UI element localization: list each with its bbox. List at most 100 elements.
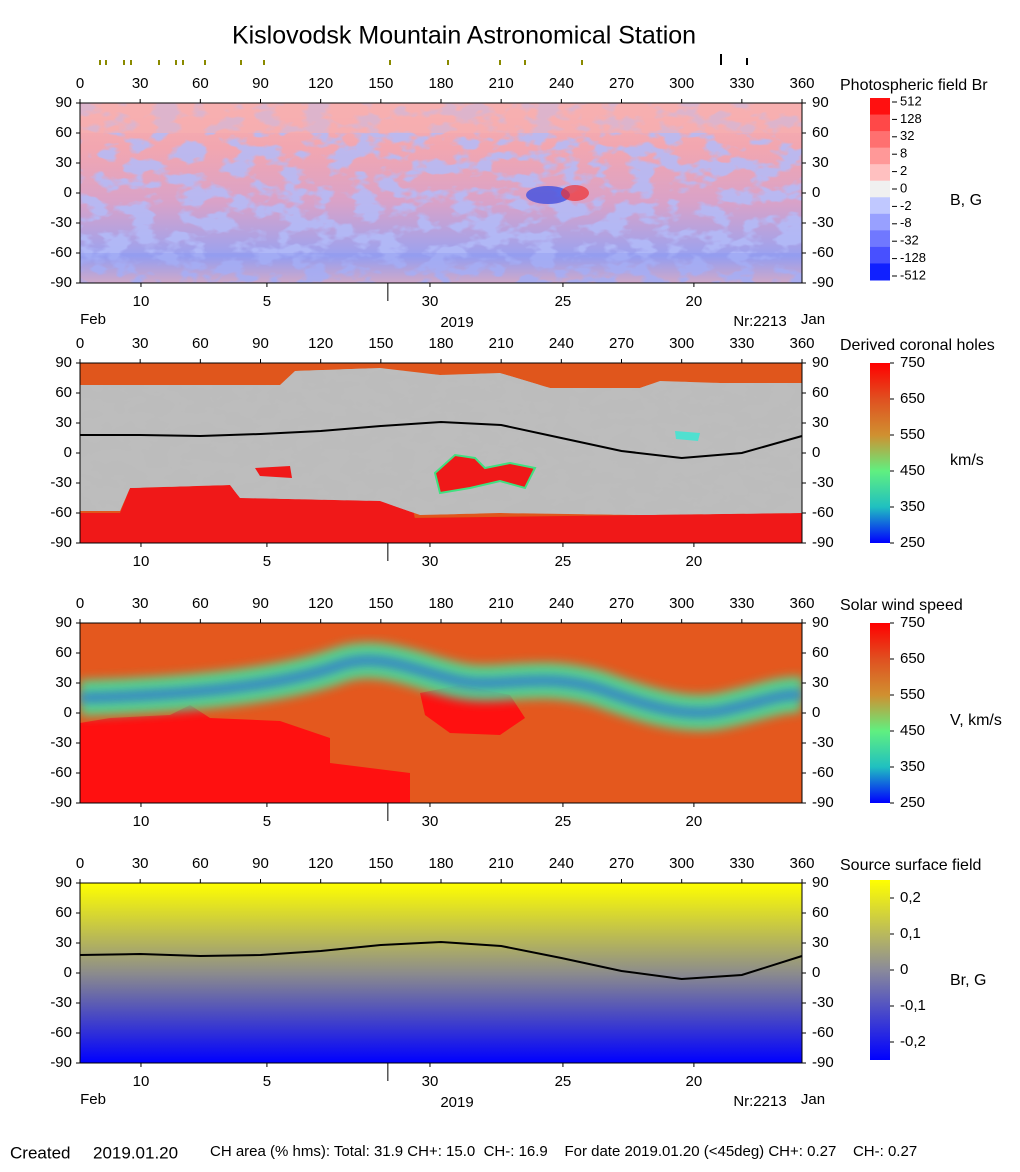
y-tick-label: 0 xyxy=(64,184,72,201)
colorbar xyxy=(870,623,890,803)
y2-tick-label: 0 xyxy=(812,704,820,721)
x-tick-label: 150 xyxy=(368,335,393,352)
colorbar-tick-label: 650 xyxy=(900,650,925,667)
x-tick-label: 240 xyxy=(549,855,574,872)
y2-tick-label: -60 xyxy=(812,764,834,781)
created-label: Created xyxy=(10,1143,70,1162)
colorbar-tick-label: 550 xyxy=(900,426,925,443)
y-tick-label: -60 xyxy=(50,764,72,781)
x-tick-label: 330 xyxy=(729,595,754,612)
y-tick-label: -60 xyxy=(50,244,72,261)
x-tick-label: 0 xyxy=(76,855,84,872)
colorbar-tick-label: -0,1 xyxy=(900,997,926,1014)
x-tick-label: 30 xyxy=(132,595,149,612)
created-date: 2019.01.20 xyxy=(93,1143,178,1162)
y2-tick-label: -60 xyxy=(812,1024,834,1041)
colorbar-band xyxy=(870,131,890,149)
x-tick-label: 240 xyxy=(549,595,574,612)
x-tick-label: 210 xyxy=(489,75,514,92)
x-tick-label: 90 xyxy=(252,75,269,92)
observation-markers xyxy=(99,54,748,65)
x-tick-label: 270 xyxy=(609,595,634,612)
date-tick-label: 25 xyxy=(555,553,572,570)
rotation-label: Nr:2213 xyxy=(733,313,786,330)
x-tick-label: 180 xyxy=(428,75,453,92)
colorbar-band xyxy=(870,197,890,215)
y2-tick-label: 0 xyxy=(812,444,820,461)
colorbar-tick-label: 250 xyxy=(900,794,925,811)
y2-tick-label: 60 xyxy=(812,384,829,401)
y2-tick-label: 90 xyxy=(812,614,829,631)
x-tick-label: 270 xyxy=(609,75,634,92)
x-tick-label: 120 xyxy=(308,855,333,872)
y-tick-label: 30 xyxy=(55,934,72,951)
x-tick-label: 300 xyxy=(669,335,694,352)
month-label: Jan xyxy=(801,1091,825,1108)
ch-area-stats: CH area (% hms): Total: 31.9 CH+: 15.0 C… xyxy=(210,1143,917,1160)
year-label: 2019 xyxy=(440,1094,473,1111)
x-tick-label: 300 xyxy=(669,595,694,612)
date-tick-label: 5 xyxy=(263,553,271,570)
colorbar-tick-label: 8 xyxy=(900,146,907,161)
y2-tick-label: 30 xyxy=(812,414,829,431)
colorbar-tick-label: 550 xyxy=(900,686,925,703)
colorbar-band xyxy=(870,246,890,264)
colorbar-tick-label: 650 xyxy=(900,390,925,407)
y2-tick-label: 60 xyxy=(812,124,829,141)
colorbar-tick-label: 0,1 xyxy=(900,925,921,942)
y-tick-label: 90 xyxy=(55,94,72,111)
date-tick-label: 20 xyxy=(686,553,703,570)
x-tick-label: 360 xyxy=(789,335,814,352)
x-tick-label: 0 xyxy=(76,75,84,92)
colorbar-tick-label: 512 xyxy=(900,93,922,108)
y-tick-label: 30 xyxy=(55,674,72,691)
date-tick-label: 5 xyxy=(263,1073,271,1090)
neutral-line xyxy=(79,940,803,981)
y2-tick-label: 30 xyxy=(812,154,829,171)
colorbar-tick-label: 0,2 xyxy=(900,889,921,906)
y-tick-label: 60 xyxy=(55,124,72,141)
date-tick-label: 30 xyxy=(422,1073,439,1090)
colorbar-tick-label: 350 xyxy=(900,498,925,515)
x-tick-label: 210 xyxy=(489,855,514,872)
y-tick-label: 60 xyxy=(55,384,72,401)
x-tick-label: 180 xyxy=(428,855,453,872)
colorbar-band xyxy=(870,263,890,281)
x-tick-label: 90 xyxy=(252,335,269,352)
colorbar-band xyxy=(870,98,890,116)
y-tick-label: -90 xyxy=(50,274,72,291)
y-tick-label: 90 xyxy=(55,874,72,891)
x-tick-label: 300 xyxy=(669,855,694,872)
date-tick-label: 25 xyxy=(555,813,572,830)
date-tick-label: 20 xyxy=(686,293,703,310)
x-tick-label: 120 xyxy=(308,75,333,92)
colorbar-band xyxy=(870,213,890,231)
colorbar-tick-label: 32 xyxy=(900,128,914,143)
x-tick-label: 90 xyxy=(252,855,269,872)
coronal-holes-map xyxy=(80,363,802,543)
colorbar-band xyxy=(870,164,890,182)
x-tick-label: 210 xyxy=(489,595,514,612)
y2-tick-label: 0 xyxy=(812,184,820,201)
colorbar-unit: B, G xyxy=(950,192,982,209)
y-tick-label: 90 xyxy=(55,354,72,371)
colorbar-tick-label: 450 xyxy=(900,462,925,479)
date-tick-label: 30 xyxy=(422,293,439,310)
colorbar-tick-label: 750 xyxy=(900,354,925,371)
colorbar-title: Photospheric field Br xyxy=(840,77,988,94)
date-tick-label: 20 xyxy=(686,1073,703,1090)
y2-tick-label: 90 xyxy=(812,94,829,111)
colorbar-tick-label: -0,2 xyxy=(900,1033,926,1050)
colorbar-tick-label: -8 xyxy=(900,215,912,230)
y2-tick-label: -90 xyxy=(812,1054,834,1071)
y2-tick-label: 30 xyxy=(812,934,829,951)
y-tick-label: -90 xyxy=(50,534,72,551)
colorbar-tick-label: -32 xyxy=(900,233,919,248)
x-tick-label: 30 xyxy=(132,855,149,872)
y-tick-label: 60 xyxy=(55,644,72,661)
date-tick-label: 20 xyxy=(686,813,703,830)
y2-tick-label: -60 xyxy=(812,504,834,521)
x-tick-label: 240 xyxy=(549,335,574,352)
